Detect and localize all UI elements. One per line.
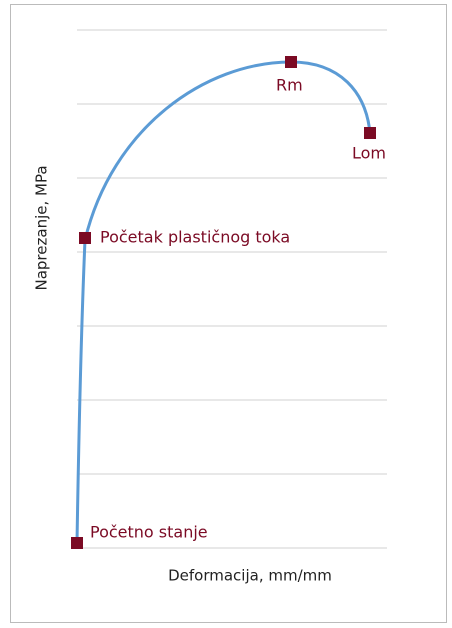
stress-strain-curve <box>75 60 372 544</box>
point-label: Lom <box>352 144 386 163</box>
x-axis-label: Deformacija, mm/mm <box>168 567 332 585</box>
point-label: Početak plastičnog toka <box>100 228 290 247</box>
point-marker <box>71 537 83 549</box>
point-label: Početno stanje <box>90 523 208 542</box>
point-marker <box>79 232 91 244</box>
point-marker <box>285 56 297 68</box>
y-axis-label: Naprezanje, MPa <box>33 165 51 290</box>
grid <box>77 29 387 549</box>
point-label: Rm <box>276 76 303 95</box>
point-marker <box>364 127 376 139</box>
